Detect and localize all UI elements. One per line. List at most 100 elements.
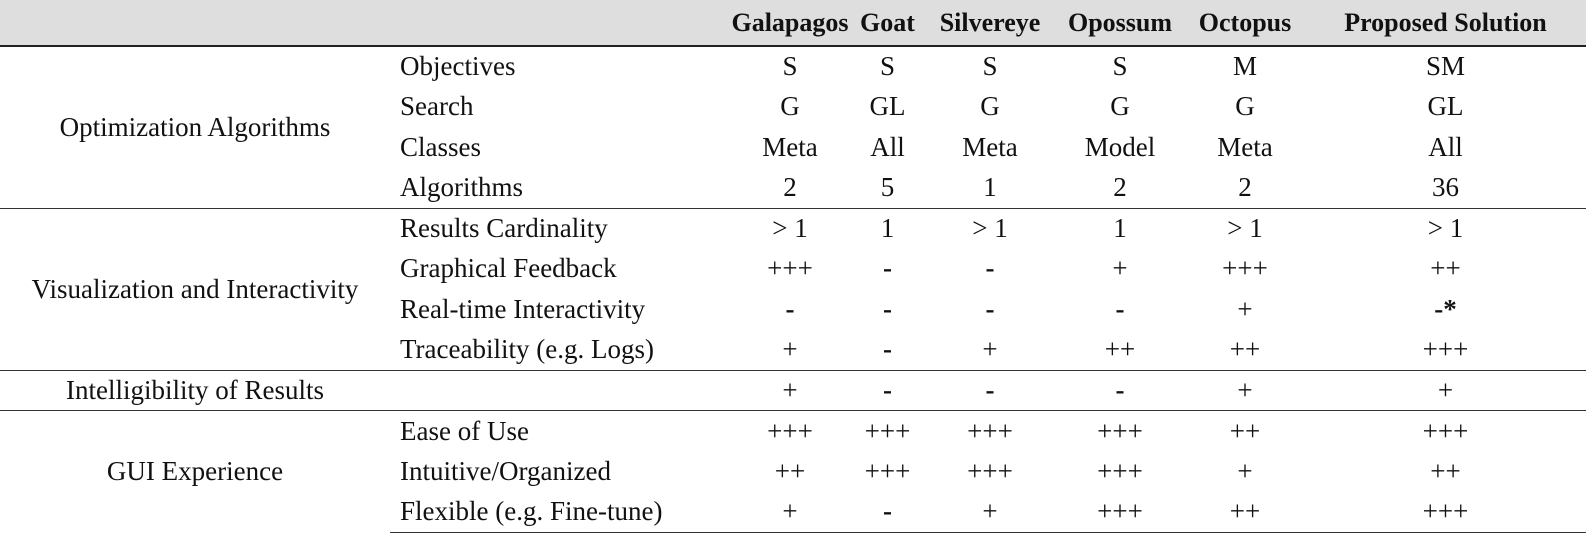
criterion-label: Results Cardinality: [390, 207, 730, 249]
value-cell: +: [982, 334, 998, 364]
criterion-label: Traceability (e.g. Logs): [400, 334, 654, 364]
group-label: GUI Experience: [0, 410, 390, 532]
value-cell: G: [980, 91, 1000, 122]
value-cell: > 1: [1185, 207, 1305, 249]
header-cell-group: [0, 0, 390, 47]
value-cell: +: [730, 491, 850, 533]
table-row: Traceability (e.g. Logs) + - + ++ ++ +++: [0, 330, 1586, 371]
value-cell: ++: [774, 455, 806, 486]
value-cell: +: [730, 369, 850, 411]
header-galapagos: Galapagos: [730, 0, 850, 47]
value-cell: -: [850, 369, 925, 411]
value-cell: 1: [1055, 207, 1185, 249]
value-cell: +++: [1055, 491, 1185, 533]
value-cell: +: [1237, 293, 1253, 324]
value-cell: All: [870, 131, 905, 162]
value-cell: GL: [869, 91, 906, 122]
value-cell: 1: [983, 172, 997, 202]
value-cell: -: [883, 293, 892, 324]
value-cell: +++: [925, 410, 1055, 451]
table-row: Flexible (e.g. Fine-tune) + - + +++ ++ +++: [0, 491, 1586, 533]
value-cell: 1: [850, 207, 925, 249]
value-cell: 2: [783, 172, 797, 202]
value-cell: GL: [1427, 91, 1464, 122]
value-cell: -: [985, 293, 995, 324]
criterion-label: Graphical Feedback: [400, 253, 617, 284]
table-body: Optimization Algorithms Objectives S S S S M SM…: [0, 46, 1586, 533]
value-cell: -: [850, 491, 925, 533]
header-row: Galapagos Goat Silvereye Opossum Octopus…: [0, 0, 1586, 47]
value-cell: +++: [767, 253, 813, 284]
criterion-label: Flexible (e.g. Fine-tune): [390, 491, 730, 533]
value-cell: +++: [1305, 410, 1586, 451]
value-cell: M: [1232, 51, 1257, 82]
value-cell: +: [1185, 369, 1305, 411]
criterion-label: Real-time Interactivity: [400, 293, 646, 324]
value-cell: ++: [1430, 253, 1461, 284]
table-row: Search G GL G G G GL: [0, 87, 1586, 128]
value-cell: -: [985, 253, 995, 284]
criterion-label: Search: [400, 91, 474, 122]
value-cell: > 1: [925, 207, 1055, 249]
value-cell: -: [883, 334, 892, 364]
value-cell: ++: [1430, 455, 1461, 486]
value-cell: S: [879, 51, 896, 82]
value-cell: +++: [1422, 334, 1469, 364]
value-cell: +++: [1305, 491, 1586, 533]
value-cell: > 1: [1305, 207, 1586, 249]
table-row: Algorithms 2 5 1 2 2 36: [0, 168, 1586, 209]
value-cell: +++: [1055, 410, 1185, 451]
value-cell: Meta: [962, 131, 1018, 162]
table-row: Real-time Interactivity - - - - + -*: [0, 289, 1586, 330]
value-cell: Meta: [762, 131, 818, 162]
value-cell: 2: [1238, 172, 1252, 202]
table-row: Intelligibility of Results + - - - + +: [0, 369, 1586, 411]
criterion-label: Algorithms: [400, 172, 524, 202]
value-cell: G: [780, 91, 800, 122]
value-cell: -: [1055, 369, 1185, 411]
value-cell: ++: [1185, 491, 1305, 533]
value-cell: All: [1428, 131, 1463, 162]
group-label: Optimization Algorithms: [59, 111, 331, 142]
value-cell: S: [782, 51, 798, 82]
value-cell: -: [1115, 293, 1125, 324]
header-proposed-solution: Proposed Solution: [1305, 0, 1586, 47]
value-cell: +++: [730, 410, 850, 451]
criterion-label: [390, 369, 730, 411]
value-cell: G: [1235, 91, 1255, 122]
table-row: Visualization and Interactivity Results C…: [0, 207, 1586, 370]
header-goat: Goat: [850, 0, 925, 47]
value-cell: -: [785, 293, 795, 324]
value-cell: G: [1110, 91, 1130, 122]
value-cell: Meta: [1217, 131, 1273, 162]
value-cell: 5: [880, 172, 895, 202]
value-cell: +++: [850, 410, 925, 451]
value-cell: S: [982, 51, 998, 82]
value-cell: ++: [1104, 334, 1136, 364]
value-cell: +: [1305, 369, 1586, 411]
value-cell: Model: [1084, 131, 1156, 162]
value-cell: -*: [1434, 293, 1457, 324]
value-cell: ++: [1229, 334, 1261, 364]
table-row: GUI Experience Ease of Use +++ +++ +++ +++ ++ +…: [0, 410, 1586, 532]
value-cell: SM: [1425, 51, 1466, 82]
header-octopus: Octopus: [1185, 0, 1305, 47]
value-cell: +++: [864, 455, 911, 486]
value-cell: > 1: [730, 207, 850, 249]
table-row: Classes Meta All Meta Model Meta All: [0, 127, 1586, 168]
value-cell: S: [1112, 51, 1128, 82]
group-label: Intelligibility of Results: [0, 369, 390, 411]
criterion-label: Classes: [400, 131, 481, 162]
header-opossum: Opossum: [1055, 0, 1185, 47]
table-row: Graphical Feedback +++ - - + +++ ++: [0, 249, 1586, 290]
table-row: Intuitive/Organized ++ +++ +++ +++ + ++: [0, 451, 1586, 492]
group-label: Visualization and Interactivity: [0, 207, 390, 370]
value-cell: +: [1237, 455, 1253, 486]
value-cell: +: [782, 334, 798, 364]
value-cell: 36: [1432, 172, 1459, 202]
criterion-label: Intuitive/Organized: [400, 455, 611, 486]
header-silvereye: Silvereye: [925, 0, 1055, 47]
value-cell: 2: [1113, 172, 1127, 202]
